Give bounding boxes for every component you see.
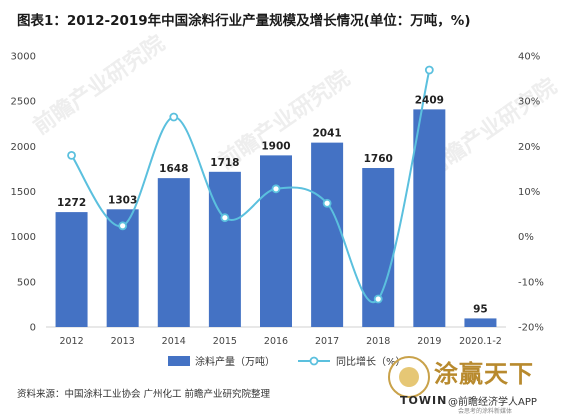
growth-point [322,198,332,208]
growth-line [70,69,431,304]
x-tick-label: 2012 [59,336,83,347]
app-credit: @前瞻经济学人APP [448,397,537,408]
y2-tick-label: -10% [518,277,544,288]
data-label: 1760 [364,153,393,165]
y2-tick-label: 20% [518,142,540,153]
brand-logo-icon [388,356,430,398]
x-tick-label: 2017 [315,336,339,347]
growth-point [169,112,179,122]
data-label: 1303 [108,194,137,206]
growth-point [67,150,76,160]
source-note: 资料来源：中国涂料工业协会 广州化工 前瞻产业研究院整理 [17,389,271,400]
brand-name: 涂赢天下 [434,359,534,388]
data-label: 1272 [57,197,86,209]
y-tick-label: 1000 [11,232,36,243]
x-tick-label: 2014 [162,336,186,347]
footer-brand: 涂赢天下 TOWIN @前瞻经济学人APP 会思考的涂料新媒体 [388,352,563,415]
y-tick-label: 0 [30,323,36,334]
growth-point [271,184,281,194]
legend-line-marker [309,356,319,366]
legend-bar-label: 涂料产量（万吨） [195,355,275,368]
bar [464,318,497,327]
y-tick-label: 500 [17,277,36,288]
chart-title: 图表1：2012-2019年中国涂料行业产量规模及增长情况(单位：万吨，%) [17,13,471,29]
brand-tagline: 会思考的涂料新媒体 [458,408,513,415]
legend-bar-swatch [168,356,190,366]
x-tick-label: 2015 [213,336,237,347]
data-label: 95 [473,303,488,315]
y2-tick-label: 30% [518,97,540,108]
y-tick-label: 1500 [11,187,36,198]
y2-tick-label: 40% [518,52,540,63]
bar [208,171,241,327]
brand-towin: TOWIN [400,394,448,407]
bar [311,142,344,327]
growth-point [373,294,383,304]
y-tick-label: 3000 [11,52,36,63]
growth-point [118,221,128,231]
x-tick-label: 2013 [111,336,135,347]
bar [55,212,88,327]
bar [413,109,446,328]
x-tick-label: 2019 [417,336,441,347]
x-tick-label: 2020.1-2 [459,336,502,347]
x-tick-label: 2018 [366,336,390,347]
legend-line-label: 同比增长（%） [336,355,406,368]
data-label: 2409 [415,94,444,106]
data-label: 1718 [210,157,239,169]
data-label: 2041 [312,128,341,140]
growth-point [424,65,434,75]
bar [157,178,190,327]
y-tick-label: 2000 [11,142,36,153]
y2-tick-label: 0% [518,232,534,243]
y2-tick-label: -20% [518,323,544,334]
bar [260,155,292,327]
y2-tick-label: 10% [518,187,540,198]
y-tick-label: 2500 [11,97,36,108]
growth-point [220,213,230,223]
data-label: 1900 [261,140,290,152]
watermark-text: 前瞻产业研究院 [29,30,170,140]
x-tick-label: 2016 [264,336,288,347]
data-label: 1648 [159,163,188,175]
